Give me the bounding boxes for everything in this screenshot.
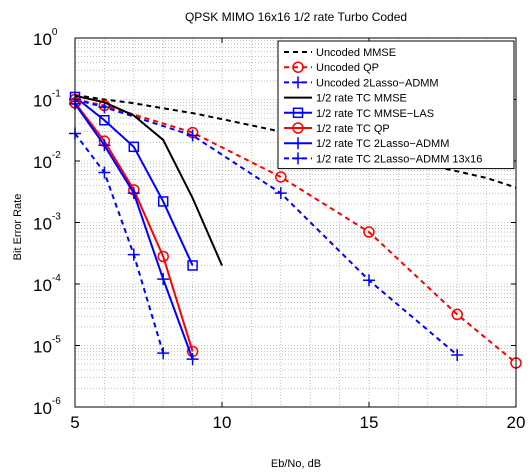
data-point xyxy=(292,137,304,150)
legend-label: Uncoded QP xyxy=(316,62,379,74)
series-4 xyxy=(74,94,223,266)
data-point xyxy=(292,107,304,119)
legend-label: 1/2 rate TC QP xyxy=(316,123,390,135)
series-line xyxy=(74,132,165,354)
legend-item: 1/2 rate TC 2Lasso−ADMM 13x16 xyxy=(284,152,482,165)
data-point xyxy=(363,226,375,238)
series-layer xyxy=(69,91,522,369)
legend-item: 1/2 rate TC MMSE xyxy=(284,93,407,105)
legend-label: Uncoded MMSE xyxy=(316,47,396,59)
data-point xyxy=(363,274,375,287)
legend-item: Uncoded MMSE xyxy=(284,47,396,59)
data-point xyxy=(275,171,287,183)
data-point xyxy=(127,248,140,261)
data-point xyxy=(127,187,140,200)
legend-label: Uncoded 2Lasso−ADMM xyxy=(316,77,439,89)
legend-box xyxy=(277,40,515,170)
axis-ticks: 5 10 15 20 100 10-1 10-2 10-3 10-4 10-5 10-6 xyxy=(33,27,525,432)
data-point xyxy=(128,141,140,153)
y-tick-label: 10-3 xyxy=(33,212,61,234)
legend-label: 1/2 rate TC 2Lasso−ADMM 13x16 xyxy=(316,153,482,165)
data-point xyxy=(451,308,463,321)
series-line xyxy=(74,96,194,266)
data-point xyxy=(186,129,199,142)
series-line xyxy=(74,94,223,266)
series-1 xyxy=(74,94,517,189)
data-point xyxy=(157,347,170,360)
legend-label: 1/2 rate TC MMSE xyxy=(316,93,407,105)
legend-item: Uncoded 2Lasso−ADMM xyxy=(284,76,439,89)
legend: Uncoded MMSE Uncoded QP Uncoded 2Lasso−ADM… xyxy=(277,40,515,170)
x-tick-label: 10 xyxy=(213,413,232,432)
y-axis-label: Bit Error Rate xyxy=(12,194,24,261)
data-point xyxy=(451,349,464,362)
y-tick-label: 10-2 xyxy=(33,150,61,172)
data-point xyxy=(187,260,198,271)
legend-label: 1/2 rate TC 2Lasso−ADMM xyxy=(316,138,449,150)
chart-title: QPSK MIMO 16x16 1/2 rate Turbo Coded xyxy=(185,10,407,24)
series-line xyxy=(74,98,458,356)
y-tick-label: 10-1 xyxy=(33,89,61,111)
legend-item: Uncoded QP xyxy=(284,61,379,74)
data-point xyxy=(292,152,304,165)
data-point xyxy=(292,61,304,73)
legend-item: 1/2 rate TC 2Lasso−ADMM xyxy=(284,137,449,150)
x-axis-label: Eb/No, dB xyxy=(271,458,321,470)
data-point xyxy=(292,122,304,134)
y-tick-label: 10-6 xyxy=(33,396,61,418)
data-point xyxy=(292,76,304,89)
legend-item: 1/2 rate TC QP xyxy=(284,122,390,135)
y-tick-label: 100 xyxy=(33,27,58,49)
x-tick-label: 15 xyxy=(360,413,379,432)
legend-label: 1/2 rate TC MMSE−LAS xyxy=(316,108,434,120)
data-point xyxy=(98,139,111,152)
data-point xyxy=(98,166,111,179)
data-point xyxy=(157,196,169,207)
x-tick-label: 20 xyxy=(507,413,526,432)
y-tick-label: 10-5 xyxy=(33,335,61,357)
y-tick-label: 10-4 xyxy=(33,273,61,295)
data-point xyxy=(99,114,110,126)
x-tick-label: 5 xyxy=(70,413,79,432)
data-point xyxy=(186,353,199,366)
series-line xyxy=(74,94,517,189)
data-point xyxy=(157,273,170,286)
data-point xyxy=(157,250,169,263)
legend-item: 1/2 rate TC MMSE−LAS xyxy=(284,107,434,120)
series-3 xyxy=(69,93,464,362)
data-point xyxy=(274,187,287,200)
